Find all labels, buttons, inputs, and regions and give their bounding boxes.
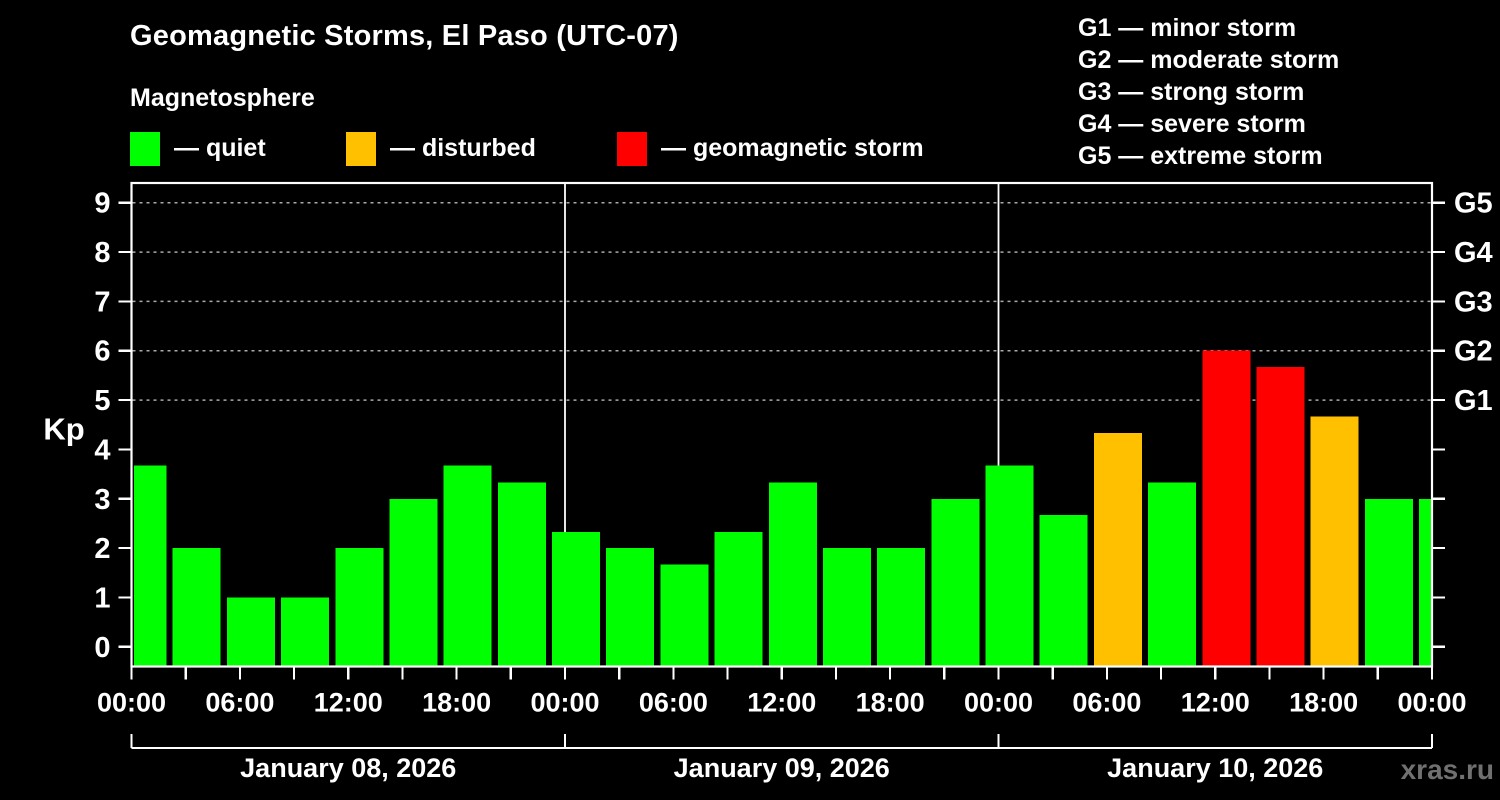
kp-bar (1256, 367, 1305, 666)
kp-bar (443, 465, 492, 666)
legend-label-storm: — geomagnetic storm (661, 134, 924, 162)
date-label-day1: January 08, 2026 (240, 753, 457, 783)
svg-text:7: 7 (94, 286, 110, 318)
svg-text:9: 9 (94, 188, 110, 220)
watermark: xras.ru (1400, 754, 1494, 785)
svg-text:G3: G3 (1454, 286, 1493, 318)
svg-text:12:00: 12:00 (1181, 688, 1250, 718)
axis-ticks (118, 201, 1445, 680)
legend-item-disturbed: — disturbed (346, 131, 536, 166)
date-bracket (130, 734, 1433, 749)
kp-bar (552, 531, 600, 666)
kp-bar (768, 482, 817, 666)
kp-bar (335, 548, 384, 666)
storm-color-swatch-icon (617, 131, 647, 166)
legend-item-storm: — geomagnetic storm (617, 131, 924, 166)
kp-bar (389, 498, 438, 666)
y-axis-title: Kp (43, 412, 84, 447)
chart-subtitle: Magnetosphere (130, 84, 315, 112)
kp-bar (1093, 433, 1142, 666)
legend-label-disturbed: — disturbed (390, 134, 536, 162)
legend-label-quiet: — quiet (174, 134, 266, 162)
svg-text:06:00: 06:00 (205, 688, 274, 718)
kp-bar (606, 548, 655, 666)
svg-text:00:00: 00:00 (964, 688, 1033, 718)
page-title: Geomagnetic Storms, El Paso (UTC-07) (130, 20, 679, 52)
storm-scale-legend: G1 — minor storm G2 — moderate storm G3 … (1078, 12, 1339, 172)
svg-text:G4: G4 (1454, 237, 1493, 269)
storm-scale-g5: G5 — extreme storm (1078, 142, 1323, 170)
kp-bar (1148, 482, 1197, 666)
kp-bar (281, 597, 330, 666)
kp-bar (134, 465, 167, 666)
svg-text:0: 0 (94, 632, 110, 664)
date-label-day3: January 10, 2026 (1107, 753, 1324, 783)
kp-bar (931, 498, 980, 666)
kp-bar (714, 531, 763, 666)
storm-scale-g4: G4 — severe storm (1078, 110, 1306, 138)
kp-bar (822, 548, 871, 666)
kp-bar (985, 465, 1034, 666)
svg-text:3: 3 (94, 484, 110, 516)
storm-scale-g2: G2 — moderate storm (1078, 46, 1340, 74)
date-label-day2: January 09, 2026 (673, 753, 890, 783)
kp-bar (660, 564, 709, 666)
kp-bar (172, 548, 221, 666)
storm-scale-g1: G1 — minor storm (1078, 14, 1297, 42)
svg-text:2: 2 (94, 533, 110, 565)
svg-text:00:00: 00:00 (530, 688, 599, 718)
svg-text:5: 5 (94, 385, 110, 417)
svg-text:18:00: 18:00 (422, 688, 491, 718)
quiet-color-swatch-icon (130, 131, 160, 166)
svg-text:6: 6 (94, 336, 110, 368)
svg-text:8: 8 (94, 237, 110, 269)
svg-text:4: 4 (94, 434, 110, 466)
kp-bar (497, 482, 546, 666)
svg-text:1: 1 (94, 582, 110, 614)
kp-bars (134, 350, 1431, 666)
svg-text:18:00: 18:00 (856, 688, 925, 718)
kp-bar (1364, 498, 1413, 666)
kp-bar (1039, 515, 1088, 666)
disturbed-color-swatch-icon (346, 131, 376, 166)
kp-bar (226, 597, 275, 666)
kp-bar (1310, 416, 1359, 666)
g-scale-axis-labels: G1 G2 G3 G4 G5 (1454, 188, 1493, 417)
svg-text:G1: G1 (1454, 385, 1493, 417)
svg-text:06:00: 06:00 (639, 688, 708, 718)
x-axis-hour-labels: 00:00 06:00 12:00 18:00 00:00 06:00 12:00 18:00… (97, 688, 1467, 718)
svg-text:18:00: 18:00 (1289, 688, 1358, 718)
svg-text:00:00: 00:00 (1397, 688, 1466, 718)
svg-text:06:00: 06:00 (1072, 688, 1141, 718)
svg-text:G2: G2 (1454, 336, 1493, 368)
y-axis-labels: 0 1 2 3 4 5 6 7 8 9 (94, 188, 110, 664)
legend-item-quiet: — quiet (130, 131, 266, 166)
kp-bar (1202, 350, 1251, 666)
svg-text:G5: G5 (1454, 188, 1493, 220)
svg-text:00:00: 00:00 (97, 688, 166, 718)
svg-text:12:00: 12:00 (747, 688, 816, 718)
kp-bar (1419, 498, 1431, 666)
svg-text:12:00: 12:00 (314, 688, 383, 718)
kp-bar (877, 548, 926, 666)
storm-scale-g3: G3 — strong storm (1078, 78, 1305, 106)
